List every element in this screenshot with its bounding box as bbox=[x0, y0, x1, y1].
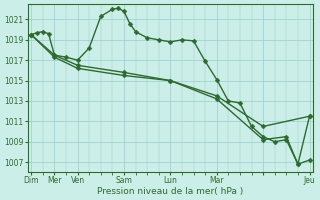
X-axis label: Pression niveau de la mer( hPa ): Pression niveau de la mer( hPa ) bbox=[97, 187, 244, 196]
